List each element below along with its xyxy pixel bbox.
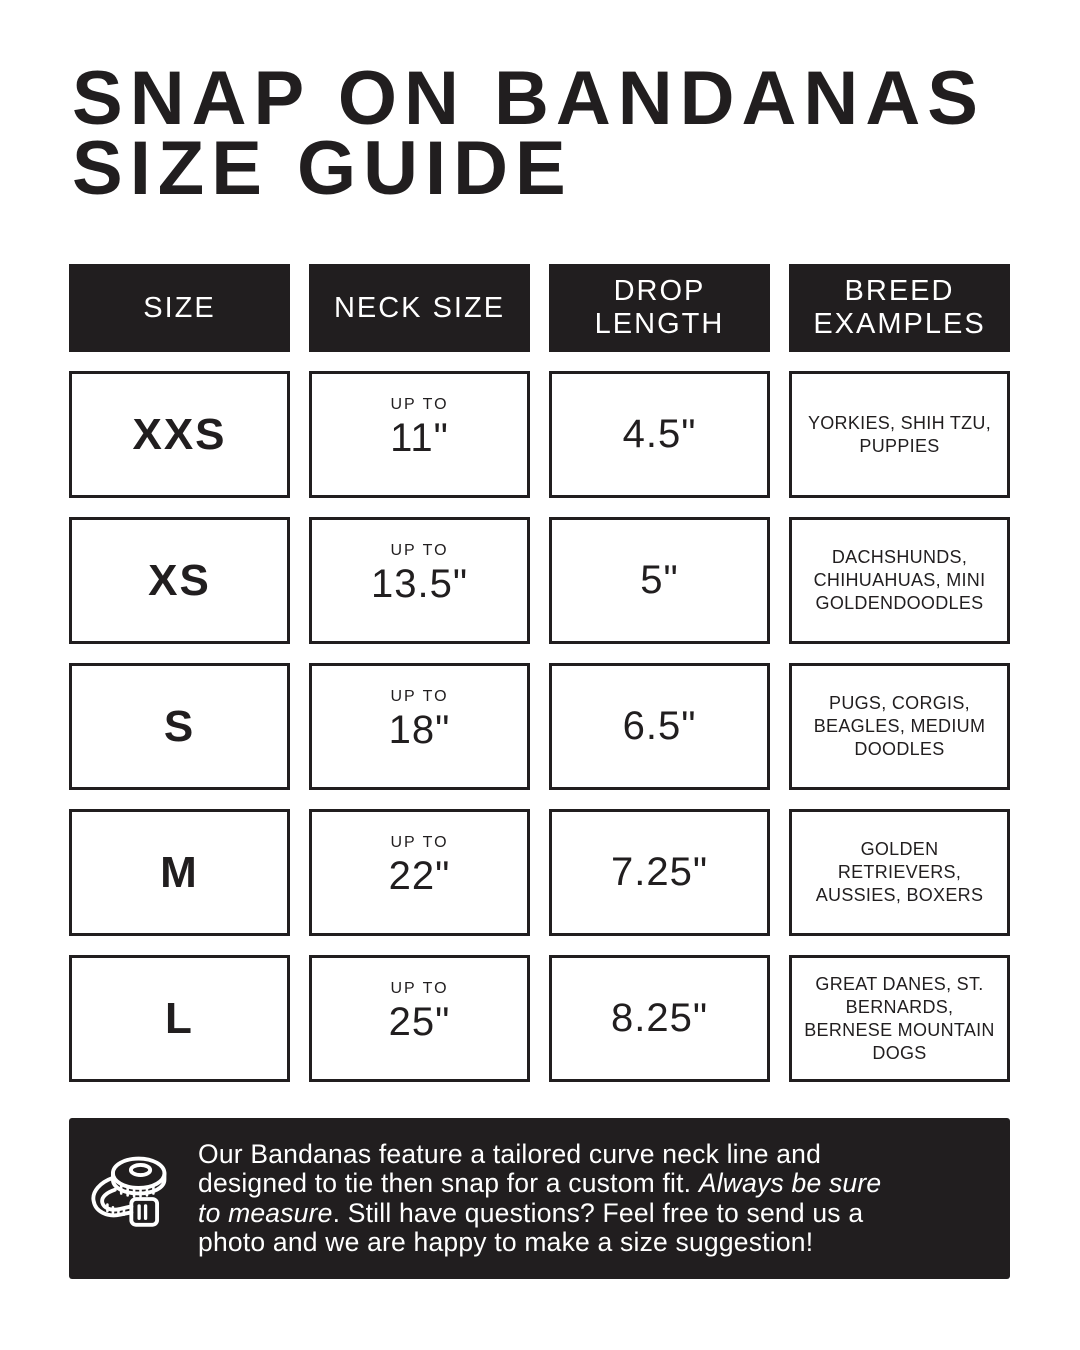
page-title: SNAP ON BANDANAS SIZE GUIDE <box>72 56 985 211</box>
cell-neck-s: UP TO 18" <box>309 663 530 790</box>
column-header-drop-length: DROP LENGTH <box>549 264 770 352</box>
measuring-tape-icon <box>91 1156 167 1227</box>
cell-drop-l: 8.25" <box>549 955 770 1082</box>
up-to-label: UP TO <box>390 688 449 705</box>
drop-length-value: 8.25" <box>610 996 709 1040</box>
column-header-label: NECK SIZE <box>333 291 506 324</box>
note-box: Our Bandanas feature a tailored curve ne… <box>69 1118 1010 1279</box>
size-table: SIZE NECK SIZE DROP LENGTH BREED EXAMPLE… <box>69 264 1010 1082</box>
cell-neck-m: UP TO 22" <box>309 809 530 936</box>
breed-examples-value: GOLDEN RETRIEVERS, AUSSIES, BOXERS <box>815 839 984 905</box>
size-value: XXS <box>132 409 227 459</box>
column-header-neck-size: NECK SIZE <box>309 264 530 352</box>
column-header-label: SIZE <box>143 291 216 324</box>
cell-breeds-l: GREAT DANES, ST. BERNARDS, BERNESE MOUNT… <box>789 955 1010 1082</box>
cell-breeds-xxs: YORKIES, SHIH TZU, PUPPIES <box>789 371 1010 498</box>
cell-breeds-xs: DACHSHUNDS, CHIHUAHUAS, MINI GOLDENDOODL… <box>789 517 1010 644</box>
drop-length-value: 5" <box>640 558 679 602</box>
cell-drop-xs: 5" <box>549 517 770 644</box>
size-value: XS <box>148 555 211 605</box>
cell-size-l: L <box>69 955 290 1082</box>
size-value: M <box>160 847 199 897</box>
up-to-label: UP TO <box>390 542 449 559</box>
neck-size-value: 22" <box>388 854 451 898</box>
breed-examples-value: DACHSHUNDS, CHIHUAHUAS, MINI GOLDENDOODL… <box>813 547 986 613</box>
breed-examples-value: GREAT DANES, ST. BERNARDS, BERNESE MOUNT… <box>804 973 995 1063</box>
cell-size-m: M <box>69 809 290 936</box>
column-header-breed-examples: BREED EXAMPLES <box>789 264 1010 352</box>
cell-drop-s: 6.5" <box>549 663 770 790</box>
neck-size-value: 11" <box>390 416 449 460</box>
note-text-regular: . Still have questions? Feel free to sen… <box>198 1197 864 1257</box>
note-text: Our Bandanas feature a tailored curve ne… <box>198 1138 882 1258</box>
size-value: S <box>163 701 196 751</box>
neck-size-value: 13.5" <box>370 562 469 606</box>
cell-neck-xs: UP TO 13.5" <box>309 517 530 644</box>
cell-neck-l: UP TO 25" <box>309 955 530 1082</box>
cell-breeds-s: PUGS, CORGIS, BEAGLES, MEDIUM DOODLES <box>789 663 1010 790</box>
column-header-size: SIZE <box>69 264 290 352</box>
column-header-label: DROP LENGTH <box>594 275 725 340</box>
column-header-label: BREED EXAMPLES <box>813 275 986 340</box>
drop-length-value: 7.25" <box>610 850 709 894</box>
up-to-label: UP TO <box>390 834 449 851</box>
cell-size-xs: XS <box>69 517 290 644</box>
drop-length-value: 4.5" <box>622 412 697 456</box>
note-text-italic: Always be sure to measure <box>198 1168 882 1228</box>
cell-size-s: S <box>69 663 290 790</box>
breed-examples-value: YORKIES, SHIH TZU, PUPPIES <box>807 412 992 456</box>
cell-drop-xxs: 4.5" <box>549 371 770 498</box>
cell-size-xxs: XXS <box>69 371 290 498</box>
cell-neck-xxs: UP TO 11" <box>309 371 530 498</box>
drop-length-value: 6.5" <box>622 704 697 748</box>
up-to-label: UP TO <box>390 980 449 997</box>
cell-breeds-m: GOLDEN RETRIEVERS, AUSSIES, BOXERS <box>789 809 1010 936</box>
up-to-label: UP TO <box>390 396 449 413</box>
neck-size-value: 25" <box>388 1000 451 1044</box>
size-value: L <box>165 993 194 1043</box>
cell-drop-m: 7.25" <box>549 809 770 936</box>
note-text-regular: Our Bandanas feature a tailored curve ne… <box>198 1138 822 1198</box>
neck-size-value: 18" <box>388 708 451 752</box>
breed-examples-value: PUGS, CORGIS, BEAGLES, MEDIUM DOODLES <box>813 693 986 759</box>
